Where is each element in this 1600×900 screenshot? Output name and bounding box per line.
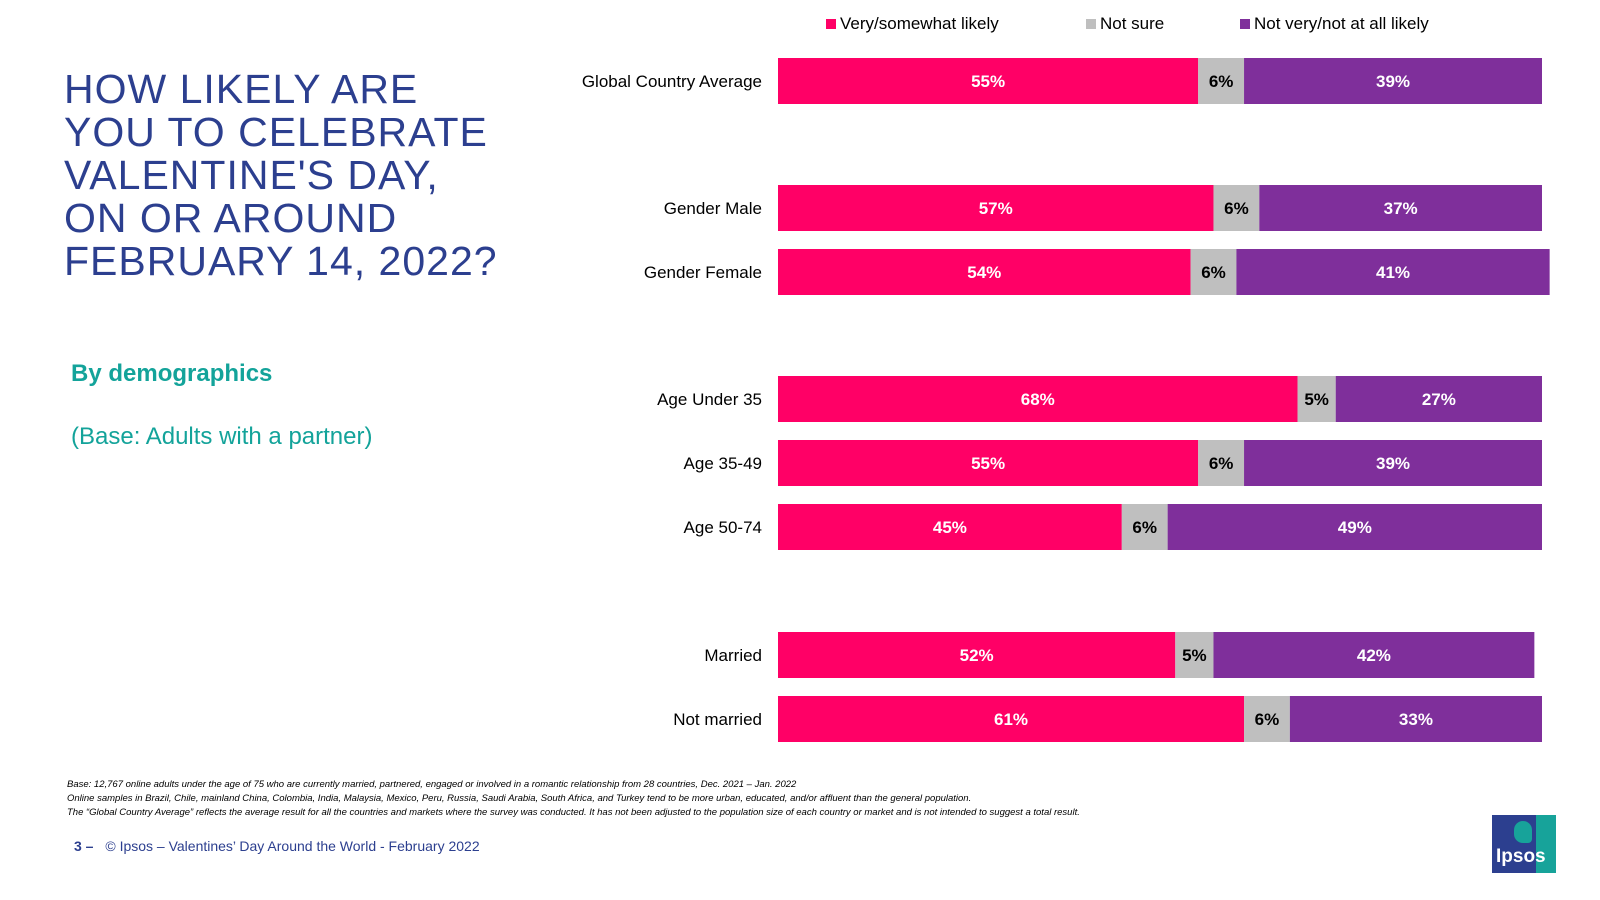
legend-label-likely: Very/somewhat likely	[840, 14, 999, 33]
bar-global-country-average-not-sure	[1198, 58, 1245, 104]
bar-age-50-74-very-somewhat-likely	[778, 504, 1122, 550]
bar-gender-female-very-somewhat-likely	[778, 249, 1191, 295]
page-title: HOW LIKELY ARE YOU TO CELEBRATE VALENTIN…	[64, 66, 498, 284]
bar-married-not-very-not-at-all-likely	[1213, 632, 1535, 678]
bar-not-married-not-sure	[1244, 696, 1290, 742]
bar-age-50-74-not-sure	[1121, 504, 1168, 550]
category-label-age-35-49: Age 35-49	[684, 454, 762, 473]
category-label-global-country-average: Global Country Average	[582, 72, 762, 91]
category-label-age-under-35: Age Under 35	[657, 390, 762, 409]
bar-gender-male-not-very-not-at-all-likely	[1259, 185, 1542, 231]
bar-age-50-74-not-very-not-at-all-likely	[1167, 504, 1542, 550]
data-label-age-under-35-not-very-not-at-all-likely: 27%	[1422, 390, 1456, 409]
data-label-gender-female-not-sure: 6%	[1201, 263, 1226, 282]
data-label-gender-female-not-very-not-at-all-likely: 41%	[1376, 263, 1410, 282]
data-label-married-not-very-not-at-all-likely: 42%	[1357, 646, 1391, 665]
category-label-age-50-74: Age 50-74	[684, 518, 762, 537]
footnote-base: Base: 12,767 online adults under the age…	[67, 779, 797, 790]
bar-gender-male-not-sure	[1213, 185, 1260, 231]
category-label-not-married: Not married	[673, 710, 762, 729]
legend-label-not-likely: Not very/not at all likely	[1254, 14, 1429, 33]
footer: 3 – © Ipsos – Valentines’ Day Around the…	[74, 838, 480, 854]
bar-gender-female-not-sure	[1190, 249, 1237, 295]
bar-global-country-average-very-somewhat-likely	[778, 58, 1199, 104]
footnotes: Base: 12,767 online adults under the age…	[67, 778, 1547, 820]
bar-age-35-49-not-very-not-at-all-likely	[1244, 440, 1542, 486]
data-label-gender-male-not-very-not-at-all-likely: 37%	[1384, 199, 1418, 218]
data-label-gender-male-not-sure: 6%	[1224, 199, 1249, 218]
bar-global-country-average-not-very-not-at-all-likely	[1244, 58, 1542, 104]
logo-mark	[1514, 821, 1532, 843]
legend-label-not-sure: Not sure	[1100, 14, 1165, 33]
data-label-not-married-not-sure: 6%	[1255, 710, 1280, 729]
page-number: 3 –	[74, 838, 94, 854]
footer-text: © Ipsos – Valentines’ Day Around the Wor…	[105, 838, 480, 854]
data-label-married-very-somewhat-likely: 52%	[960, 646, 994, 665]
bar-not-married-very-somewhat-likely	[778, 696, 1245, 742]
legend-swatch-not-likely	[1240, 19, 1250, 29]
category-label-gender-female: Gender Female	[644, 263, 762, 282]
bar-age-under-35-very-somewhat-likely	[778, 376, 1298, 422]
data-label-global-country-average-very-somewhat-likely: 55%	[971, 72, 1005, 91]
data-label-age-50-74-not-very-not-at-all-likely: 49%	[1338, 518, 1372, 537]
category-label-married: Married	[704, 646, 762, 665]
legend-item-likely: Very/somewhat likely	[826, 14, 999, 34]
legend-item-not-sure: Not sure	[1086, 14, 1164, 34]
data-label-age-35-49-not-sure: 6%	[1209, 454, 1234, 473]
data-label-not-married-very-somewhat-likely: 61%	[994, 710, 1028, 729]
bar-not-married-not-very-not-at-all-likely	[1289, 696, 1542, 742]
data-label-married-not-sure: 5%	[1182, 646, 1207, 665]
bar-age-35-49-not-sure	[1198, 440, 1245, 486]
bar-married-very-somewhat-likely	[778, 632, 1176, 678]
data-label-gender-male-very-somewhat-likely: 57%	[979, 199, 1013, 218]
data-label-age-50-74-very-somewhat-likely: 45%	[933, 518, 967, 537]
data-label-not-married-not-very-not-at-all-likely: 33%	[1399, 710, 1433, 729]
data-label-age-35-49-very-somewhat-likely: 55%	[971, 454, 1005, 473]
data-label-global-country-average-not-sure: 6%	[1209, 72, 1234, 91]
data-label-age-under-35-very-somewhat-likely: 68%	[1021, 390, 1055, 409]
category-label-gender-male: Gender Male	[664, 199, 762, 218]
base-note: (Base: Adults with a partner)	[71, 423, 373, 450]
bar-gender-female-not-very-not-at-all-likely	[1236, 249, 1550, 295]
data-label-global-country-average-not-very-not-at-all-likely: 39%	[1376, 72, 1410, 91]
subtitle: By demographics	[71, 360, 273, 387]
bar-married-not-sure	[1175, 632, 1214, 678]
data-label-age-35-49-not-very-not-at-all-likely: 39%	[1376, 454, 1410, 473]
footnote-samples: Online samples in Brazil, Chile, mainlan…	[67, 793, 972, 804]
logo-text: Ipsos	[1496, 846, 1546, 867]
logo-teal-band	[1536, 815, 1556, 873]
data-label-age-50-74-not-sure: 6%	[1132, 518, 1157, 537]
data-label-gender-female-very-somewhat-likely: 54%	[967, 263, 1001, 282]
bar-age-under-35-not-sure	[1297, 376, 1336, 422]
bar-age-35-49-very-somewhat-likely	[778, 440, 1199, 486]
bar-age-under-35-not-very-not-at-all-likely	[1335, 376, 1542, 422]
bar-gender-male-very-somewhat-likely	[778, 185, 1214, 231]
legend-swatch-likely	[826, 19, 836, 29]
footnote-average: The “Global Country Average” reflects th…	[67, 807, 1080, 818]
ipsos-logo: Ipsos	[1492, 815, 1556, 873]
data-label-age-under-35-not-sure: 5%	[1304, 390, 1329, 409]
legend-swatch-not-sure	[1086, 19, 1096, 29]
legend-item-not-likely: Not very/not at all likely	[1240, 14, 1429, 34]
stacked-bar-chart: Global Country Average 55% 6% 39% Gender Mal…	[582, 58, 1550, 742]
